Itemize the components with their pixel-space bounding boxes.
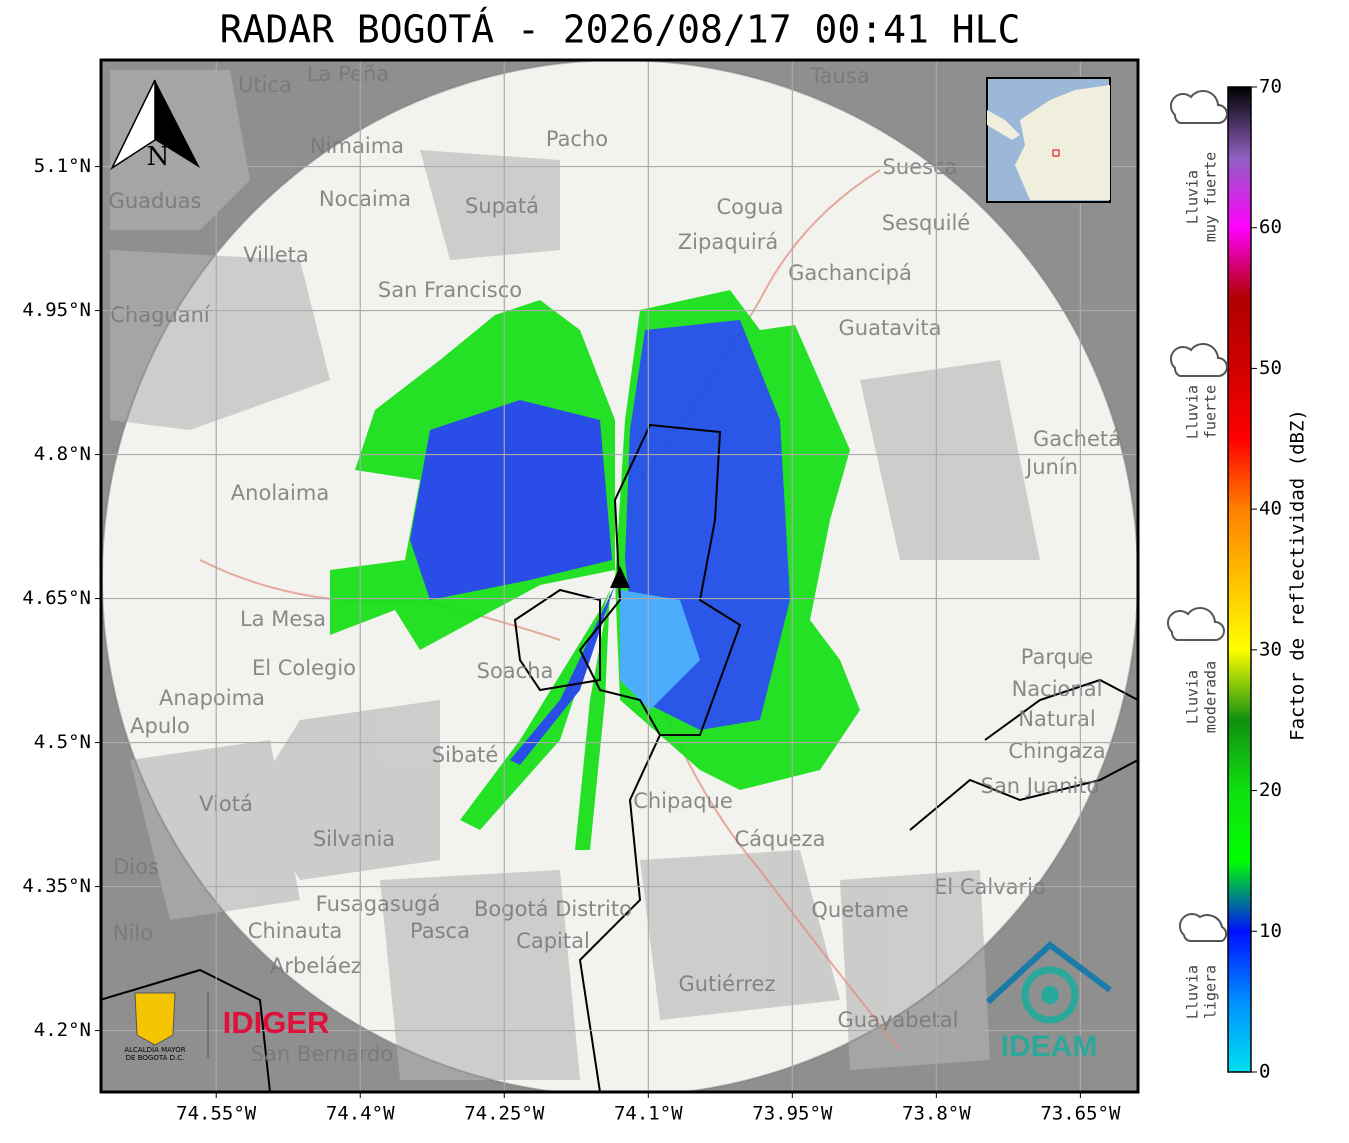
y-tick-label: 4.5°N [34,731,91,753]
colorbar-label: Factor de reflectividad (dBZ) [1287,409,1309,741]
place-label: Bogotá Distrito [474,897,632,921]
place-label: Dios [113,855,159,879]
place-label: Parque [1021,645,1093,669]
y-tick-label: 4.2°N [34,1019,91,1041]
x-tick-label: 74.25°W [464,1103,545,1125]
place-label: Junín [1024,455,1078,479]
place-label: Natural [1018,707,1095,731]
intensity-label: Lluvia [1184,170,1202,224]
intensity-label: Lluvia [1184,670,1202,724]
colorbar-tick-label: 20 [1259,779,1282,801]
place-label: Gachetá [1033,427,1121,451]
place-label: Arbeláez [270,954,362,978]
place-label: Chipaque [633,789,733,813]
colorbar-tick-label: 40 [1259,498,1282,520]
place-label: El Colegio [252,656,356,680]
colorbar-tick-label: 10 [1259,920,1282,942]
intensity-label: moderada [1202,661,1220,733]
alcaldia-line1: ALCALDÍA MAYOR [124,1045,185,1054]
place-label: Nimaima [310,134,404,158]
place-label: Pacho [546,127,608,151]
place-label: Zipaquirá [678,230,778,254]
place-label: Utica [238,73,292,97]
colorbar-tick-label: 30 [1259,638,1282,660]
intensity-label: muy fuerte [1202,152,1220,242]
title: RADAR BOGOTÁ - 2026/08/17 00:41 HLC [220,8,1021,52]
colorbar-tick-label: 70 [1259,76,1282,98]
colorbar [1227,86,1252,1073]
place-label: Soacha [477,659,554,683]
alcaldia-line2: DE BOGOTÁ D.C. [126,1053,185,1062]
y-tick-label: 4.35°N [22,875,91,897]
place-label: Quetame [811,898,908,922]
place-label: Cáqueza [735,827,826,851]
place-label: Chinauta [248,919,342,943]
y-tick-label: 4.95°N [22,299,91,321]
place-label: Gutiérrez [679,972,776,996]
place-label: Guayabetal [838,1008,959,1032]
place-label: Capital [516,929,590,953]
place-label: Sibaté [432,743,499,767]
place-label: Fusagasugá [316,892,441,916]
place-label: Supatá [465,194,539,218]
place-label: Tausa [809,64,869,88]
x-tick-label: 73.65°W [1040,1103,1121,1125]
place-label: La Mesa [240,607,326,631]
north-label: N [147,142,170,172]
y-tick-label: 4.8°N [34,443,91,465]
rain-icons [1166,90,1228,942]
place-label: San Juanito [981,774,1100,798]
place-label: Guatavita [839,316,942,340]
radar-site [610,566,630,588]
y-tick-label: 4.65°N [22,587,91,609]
map-frame [99,58,1140,1094]
x-tick-label: 74.4°W [326,1103,395,1125]
ideam-text: IDEAM [1001,1030,1098,1063]
ideam-logo: IDEAM [985,941,1112,1063]
place-label: Pasca [410,919,470,943]
place-label: San Bernardo [251,1042,393,1066]
place-label: Chaguaní [110,303,211,327]
place-label: Anolaima [231,481,329,505]
place-label: Cogua [716,195,783,219]
y-tick-label: 5.1°N [34,155,91,177]
place-label: Nacional [1012,677,1103,701]
colorbar-tick-label: 50 [1259,357,1282,379]
intensity-label: Lluvia [1184,385,1202,439]
place-label: La Peña [307,62,389,86]
place-label: Guaduas [109,189,202,213]
inset-map [986,77,1111,203]
place-label: Villeta [243,243,308,267]
place-label: Sesquilé [882,211,970,235]
intensity-label: ligera [1202,965,1220,1019]
alcaldia-logo: ALCALDÍA MAYOR DE BOGOTÁ D.C. [124,992,209,1062]
intensity-label: Lluvia [1184,965,1202,1019]
place-label: Silvania [313,827,395,851]
intensity-label: fuerte [1202,385,1220,439]
place-label: Anapoima [159,686,265,710]
x-tick-label: 74.1°W [614,1103,683,1125]
x-tick-label: 74.55°W [176,1103,257,1125]
place-label: Viotá [199,792,253,816]
place-label: Nilo [113,921,153,945]
x-tick-label: 73.8°W [902,1103,971,1125]
north-arrow: N [110,79,200,172]
place-label: Nocaima [319,187,411,211]
place-label: Apulo [130,714,190,738]
place-label: San Francisco [378,278,522,302]
idiger-logo: IDIGER [223,1005,330,1040]
place-label: Gachancipá [788,261,912,285]
colorbar-tick-label: 60 [1259,216,1282,238]
colorbar-tick-label: 0 [1259,1061,1270,1083]
x-tick-label: 73.95°W [752,1103,833,1125]
